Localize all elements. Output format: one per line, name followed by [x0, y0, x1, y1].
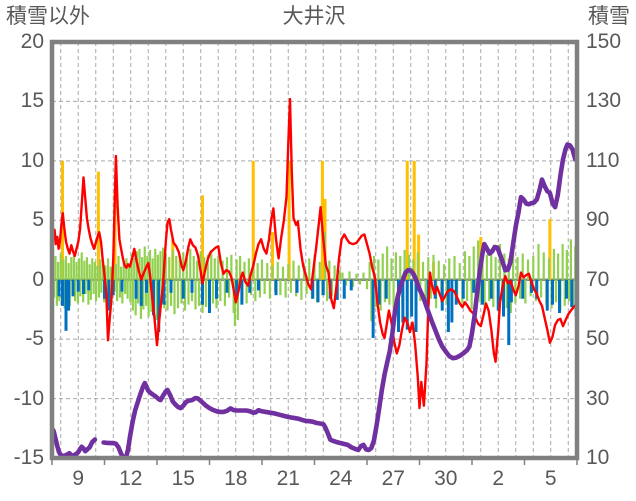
right-axis-tick: 10: [586, 446, 610, 469]
red-line: [52, 97, 577, 410]
left-axis-tick: -5: [25, 327, 44, 351]
left-axis-tick: 20: [20, 30, 44, 53]
left-axis-tick: 5: [32, 208, 44, 232]
right-axis-tick: 70: [586, 267, 610, 291]
right-axis-tick: 110: [586, 148, 620, 172]
gridlines: [52, 42, 577, 458]
left-axis-tick: 15: [20, 89, 44, 113]
chart-title: 大井沢: [282, 5, 346, 28]
x-axis-tick: 21: [276, 467, 300, 490]
left-axis-tick: 10: [20, 148, 44, 172]
x-axis-tick: 30: [434, 467, 458, 490]
right-axis-title: 積雪: [588, 5, 630, 28]
right-axis-tick: 90: [586, 208, 610, 232]
left-axis-tick: 0: [32, 267, 44, 291]
right-axis-tick: 50: [586, 327, 610, 351]
right-axis-tick: 30: [586, 386, 610, 410]
right-axis-tick: 130: [586, 89, 622, 113]
left-axis-tick: -10: [13, 386, 44, 410]
x-axis-tick-marks: [51, 460, 578, 465]
x-axis-tick: 15: [171, 467, 195, 490]
x-axis-tick: 18: [224, 467, 248, 490]
x-axis-tick: 9: [72, 467, 85, 490]
x-axis-tick: 27: [381, 467, 405, 490]
x-axis-tick: 24: [329, 467, 353, 490]
x-axis-tick: 2: [492, 467, 505, 490]
right-axis-tick: 150: [586, 30, 622, 53]
x-axis-tick: 12: [119, 467, 143, 490]
snow-depth-line: [52, 142, 577, 458]
left-axis-title: 積雪以外: [6, 5, 90, 28]
left-axis-tick: -15: [13, 446, 44, 469]
plot-frame: [49, 39, 580, 461]
x-axis-tick: 5: [544, 467, 557, 490]
